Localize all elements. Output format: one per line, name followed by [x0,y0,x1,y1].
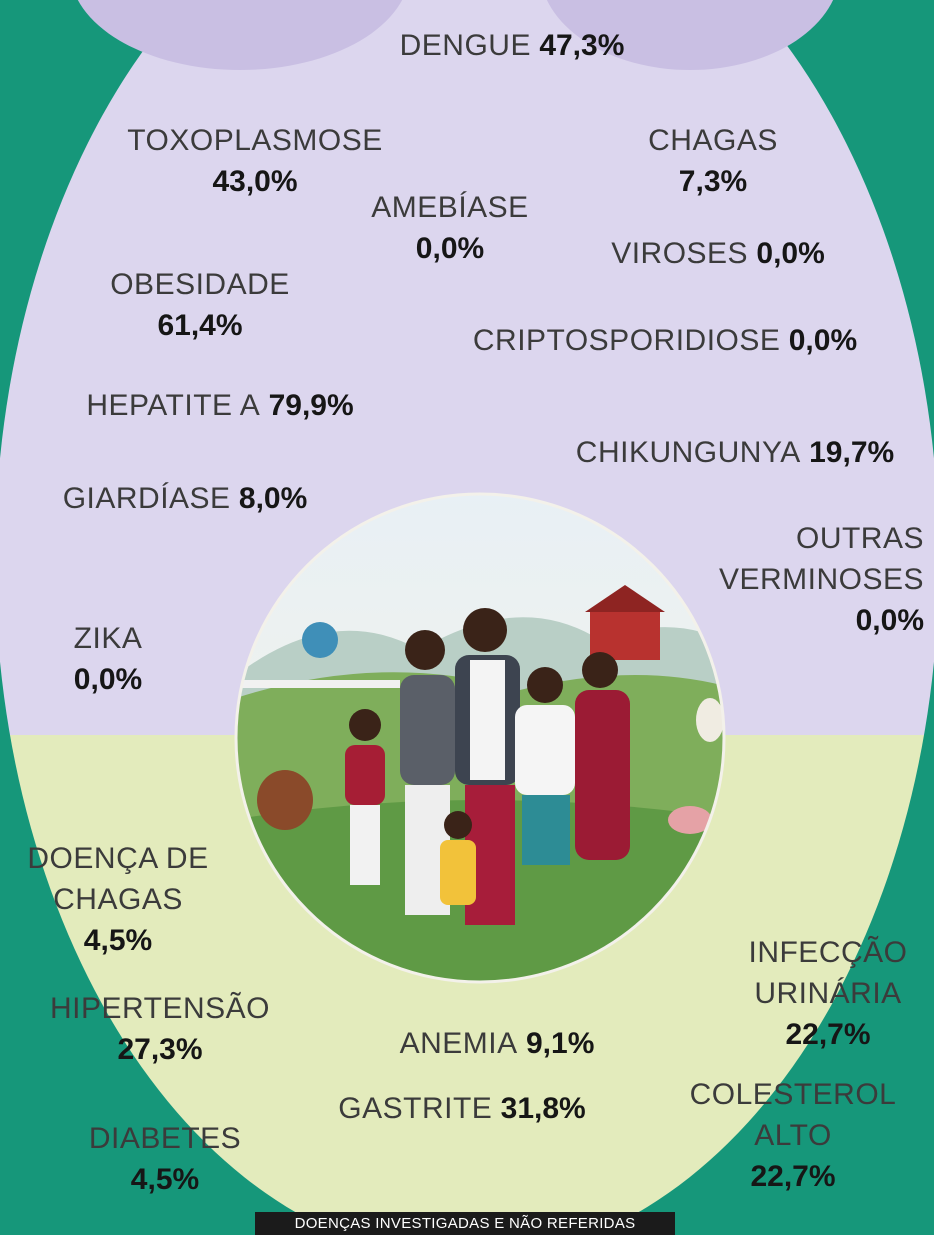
item-name: DIABETES [88,1122,242,1155]
item-value: 0,0% [855,604,924,637]
item: VIROSES 0,0% [548,233,888,274]
item-value: 61,4% [157,309,243,342]
item-value: 4,5% [130,1163,200,1196]
item: OUTRAS VERMINOSES 0,0% [696,518,924,641]
item-value: 0,0% [788,324,858,357]
item-name: OBESIDADE [110,268,290,301]
item: GASTRITE 31,8% [297,1088,627,1129]
item: OBESIDADE 61,4% [60,264,340,346]
item: ANEMIA 9,1% [347,1023,647,1064]
item-value: 0,0% [73,663,143,696]
item: HIPERTENSÃO 27,3% [10,988,310,1070]
item: CRIPTOSPORIDIOSE 0,0% [415,320,915,361]
item: DOENÇA DE CHAGAS 4,5% [8,838,228,961]
item-name: GASTRITE [338,1092,493,1125]
item-name: INFECÇÃO URINÁRIA [748,936,908,1010]
item: GIARDÍASE 8,0% [10,478,360,519]
item-value: 8,0% [238,482,308,515]
item-value: 31,8% [500,1092,586,1125]
item-value: 43,0% [212,165,298,198]
item-name: GIARDÍASE [62,482,231,515]
item-value: 7,3% [678,165,748,198]
item-name: OUTRAS VERMINOSES [718,522,924,596]
top-banner [546,0,834,70]
item-value: 19,7% [809,436,895,469]
item-value: 0,0% [415,232,485,265]
item-value: 4,5% [83,924,153,957]
item-name: VIROSES [611,237,749,270]
footer-label: DOENÇAS INVESTIGADAS E NÃO REFERIDAS [255,1212,675,1235]
top-banner [77,0,403,70]
item: DIABETES 4,5% [45,1118,285,1200]
item-name: ZIKA [73,622,143,655]
item-value: 22,7% [750,1160,836,1193]
item-name: HEPATITE A [86,389,261,422]
item-name: CHAGAS [648,124,778,157]
item-value: 79,9% [268,389,354,422]
item: DENGUE 47,3% [312,25,712,66]
item: CHAGAS 7,3% [593,120,833,202]
item-name: CRIPTOSPORIDIOSE [472,324,781,357]
item: CHIKUNGUNYA 19,7% [530,432,934,473]
item-name: AMEBÍASE [371,191,529,224]
item-value: 0,0% [756,237,825,270]
item-name: ANEMIA [399,1027,518,1060]
item-value: 22,7% [785,1018,871,1051]
illustration-border [234,492,726,984]
item: ZIKA 0,0% [28,618,188,700]
item: COLESTEROL ALTO 22,7% [673,1074,913,1197]
item-name: DOENÇA DE CHAGAS [27,842,209,916]
item-value: 27,3% [117,1033,203,1066]
item-name: DENGUE [399,29,531,62]
item-name: COLESTEROL ALTO [689,1078,897,1152]
item-name: HIPERTENSÃO [50,992,270,1025]
item: INFECÇÃO URINÁRIA 22,7% [718,932,934,1055]
item-name: TOXOPLASMOSE [127,124,383,157]
item-value: 47,3% [539,29,625,62]
item: AMEBÍASE 0,0% [330,187,570,269]
item-name: CHIKUNGUNYA [575,436,801,469]
item: HEPATITE A 79,9% [20,385,420,426]
item-value: 9,1% [525,1027,595,1060]
item: TOXOPLASMOSE 43,0% [85,120,425,202]
